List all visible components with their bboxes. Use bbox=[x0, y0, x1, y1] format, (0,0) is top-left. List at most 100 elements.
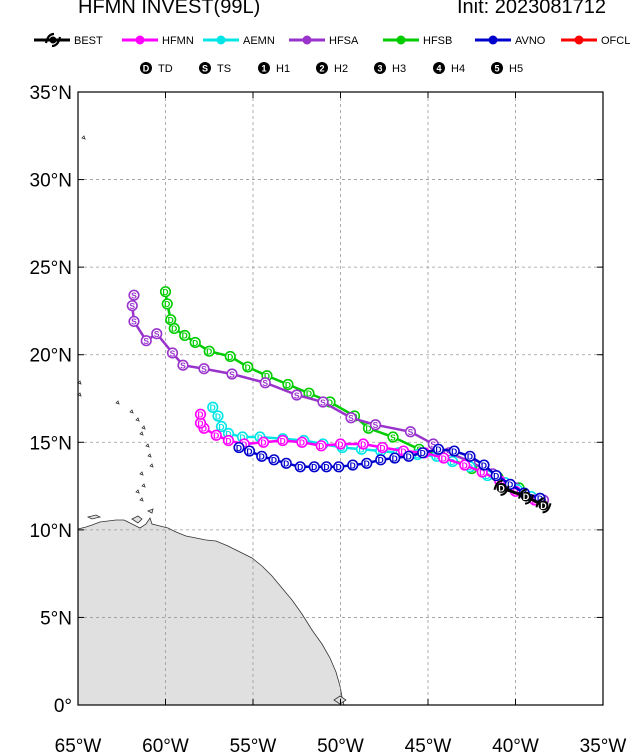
tobago-island bbox=[147, 508, 154, 514]
intensity-marker bbox=[189, 336, 201, 349]
track-point: D bbox=[296, 436, 308, 448]
intensity-legend-h5: 5 H5 bbox=[491, 62, 523, 75]
intensity-marker bbox=[291, 389, 303, 401]
legend-label: HFSA bbox=[329, 35, 359, 47]
intensity-symbol: S bbox=[294, 390, 300, 400]
intensity-marker bbox=[357, 438, 369, 450]
track-point: D bbox=[159, 286, 172, 298]
intensity-marker bbox=[448, 445, 460, 457]
track-point: D bbox=[280, 457, 292, 469]
track-point: S bbox=[345, 412, 357, 424]
intensity-marker bbox=[490, 469, 502, 482]
lon-tick-label: 40°W bbox=[492, 736, 539, 755]
intensity-symbol: D bbox=[358, 445, 364, 455]
antilles-island bbox=[78, 380, 82, 385]
track-point: S bbox=[151, 328, 163, 340]
track-point: D bbox=[243, 445, 256, 457]
intensity-symbol: D bbox=[379, 443, 385, 453]
track-point: D bbox=[375, 454, 387, 466]
track-point: D bbox=[282, 378, 294, 391]
intensity-symbol: D bbox=[257, 432, 263, 442]
intensity-symbol: D bbox=[299, 438, 305, 448]
intensity-symbol: D bbox=[171, 324, 177, 334]
intensity-symbol: D bbox=[285, 380, 291, 390]
track-point: D bbox=[210, 429, 222, 441]
intensity-legend-symbol: D bbox=[143, 64, 150, 74]
intensity-symbol: D bbox=[365, 424, 371, 434]
legend-item-hfsa: HFSA bbox=[289, 35, 359, 47]
intensity-legend-label: H1 bbox=[276, 63, 290, 75]
intensity-symbol: D bbox=[162, 287, 168, 297]
intensity-symbol: D bbox=[213, 431, 219, 441]
track-point: S bbox=[140, 335, 152, 347]
intensity-symbol: D bbox=[507, 480, 513, 490]
intensity-marker bbox=[345, 412, 357, 424]
intensity-symbol: D bbox=[201, 424, 207, 434]
track-point: D bbox=[320, 461, 333, 473]
intensity-symbol: D bbox=[259, 452, 265, 462]
intensity-marker bbox=[347, 459, 359, 471]
intensity-symbol: D bbox=[271, 455, 277, 465]
antilles-island bbox=[141, 425, 146, 430]
legend-item-best: BEST bbox=[34, 32, 103, 48]
intensity-legend-marker bbox=[433, 62, 445, 74]
legend-marker bbox=[488, 35, 498, 45]
track-point: D bbox=[448, 445, 460, 457]
legend-label: HFMN bbox=[162, 35, 194, 47]
intensity-legend-marker bbox=[316, 62, 328, 74]
intensity-symbol: S bbox=[154, 329, 160, 339]
intensity-marker bbox=[376, 441, 389, 454]
antilles-island bbox=[145, 443, 150, 448]
track-point: D bbox=[194, 408, 207, 420]
intensity-marker bbox=[210, 429, 222, 441]
intensity-marker bbox=[282, 378, 294, 391]
intensity-symbol: D bbox=[323, 462, 329, 472]
intensity-marker bbox=[224, 350, 236, 363]
intensity-symbol: S bbox=[131, 290, 137, 300]
legend-marker bbox=[49, 36, 57, 44]
intensity-symbol: D bbox=[537, 494, 543, 504]
intensity-symbol: S bbox=[430, 439, 436, 449]
intensity-symbol: S bbox=[320, 397, 326, 407]
intensity-marker bbox=[296, 436, 308, 448]
intensity-legend-h2: 2 H2 bbox=[316, 62, 348, 75]
intensity-symbol: D bbox=[451, 446, 457, 456]
intensity-legend-td: D TD bbox=[140, 62, 173, 75]
intensity-symbol: D bbox=[246, 446, 252, 456]
intensity-marker bbox=[259, 377, 271, 389]
intensity-symbol: D bbox=[168, 315, 174, 325]
legend-marker bbox=[216, 35, 226, 45]
track-point: S bbox=[126, 300, 138, 312]
intensity-marker bbox=[320, 461, 333, 473]
intensity-marker bbox=[128, 289, 140, 301]
legend-label: OFCL bbox=[601, 35, 630, 47]
intensity-marker bbox=[165, 314, 177, 326]
intensity-marker bbox=[389, 452, 401, 464]
intensity-marker bbox=[375, 454, 387, 466]
intensity-marker bbox=[417, 447, 429, 459]
intensity-marker bbox=[126, 300, 138, 312]
track-point: D bbox=[215, 420, 228, 433]
legend-item-hfmn: HFMN bbox=[122, 35, 194, 47]
lat-tick-label: 30°N bbox=[30, 171, 72, 192]
lon-tick-label: 50°W bbox=[317, 736, 364, 755]
lon-tick-label: 65°W bbox=[55, 736, 102, 755]
intensity-marker bbox=[315, 440, 327, 452]
intensity-symbol: D bbox=[197, 418, 203, 428]
intensity-symbol: D bbox=[192, 338, 198, 348]
intensity-marker bbox=[294, 461, 306, 473]
intensity-symbol: D bbox=[523, 492, 530, 502]
intensity-symbol: S bbox=[143, 336, 149, 346]
intensity-symbol: D bbox=[406, 452, 412, 462]
track-point: D bbox=[403, 450, 415, 462]
track-point: S bbox=[259, 377, 271, 389]
track-point: D bbox=[490, 469, 502, 482]
antilles-island bbox=[139, 431, 144, 436]
intensity-legend-symbol: 2 bbox=[319, 64, 324, 74]
intensity-symbol: D bbox=[225, 436, 231, 446]
intensity-legend-label: H5 bbox=[509, 63, 523, 75]
track-point: D bbox=[389, 452, 401, 464]
intensity-legend-label: H3 bbox=[392, 63, 406, 75]
